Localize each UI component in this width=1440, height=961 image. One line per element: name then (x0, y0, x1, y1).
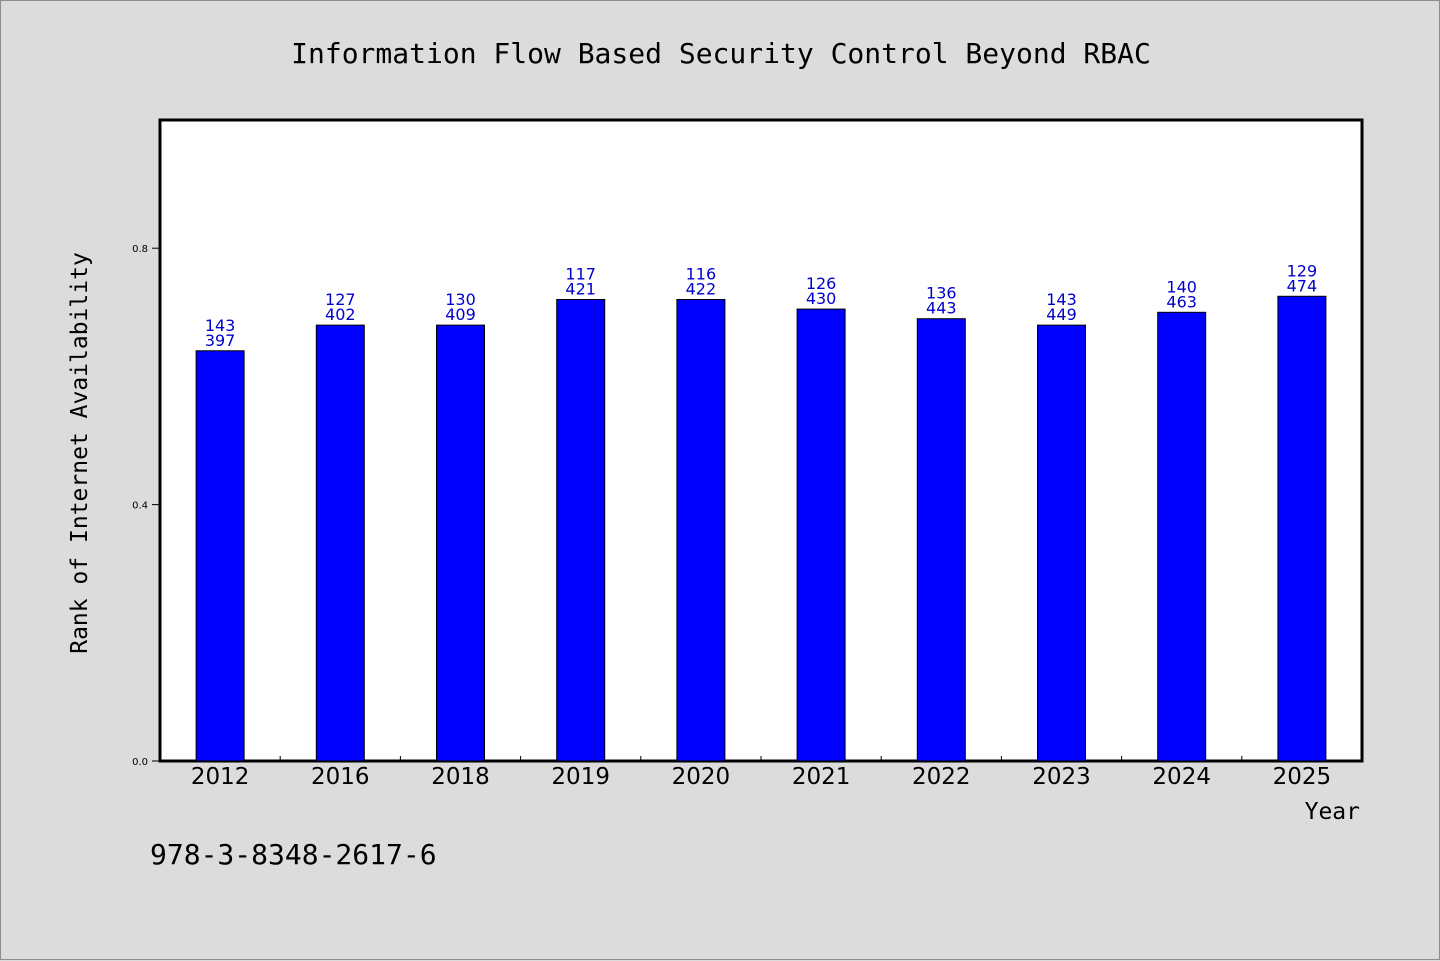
y-axis-label: Rank of Internet Availability (67, 252, 93, 654)
bar-2012 (195, 350, 245, 762)
y-tick-label-0.4: 0.4 (132, 501, 148, 512)
bar-label-bottom-2025: 474 (1287, 276, 1318, 295)
bar-2018 (436, 324, 485, 762)
x-tick-label-2024: 2024 (1152, 764, 1211, 790)
bar-label-top-2020: 116 (686, 264, 717, 283)
x-tick-label-2016: 2016 (311, 764, 370, 790)
bar-label-top-2025: 129 (1287, 261, 1318, 280)
x-axis: 2012 2016 2018 2019 2020 2021 2022 2023 2024 2025 (191, 756, 1331, 790)
y-tick-label-0.8: 0.8 (132, 244, 148, 255)
x-tick-label-2025: 2025 (1273, 764, 1332, 790)
chart-title: Information Flow Based Security Control … (291, 37, 1151, 70)
bar-label-top-2019: 117 (565, 264, 596, 283)
isbn-annotation: 978-3-8348-2617-6 (150, 838, 437, 871)
bar-2016 (315, 324, 365, 762)
bar-label-bottom-2016: 402 (325, 305, 356, 324)
bar-label-top-2012: 143 (205, 316, 236, 335)
y-tick-label-0.0: 0.0 (132, 757, 148, 768)
bar-label-bottom-2023: 449 (1046, 305, 1077, 324)
x-tick-label-2012: 2012 (191, 764, 250, 790)
bar-2021 (796, 308, 846, 762)
bar-label-bottom-2020: 422 (686, 279, 717, 298)
bar-2019 (556, 298, 606, 762)
bar-label-bottom-2021: 430 (806, 289, 837, 308)
bar-label-top-2021: 126 (806, 274, 837, 293)
bar-2025 (1277, 295, 1327, 762)
x-tick-label-2021: 2021 (792, 764, 851, 790)
x-tick-label-2019: 2019 (551, 764, 610, 790)
bar-label-top-2016: 127 (325, 290, 356, 309)
x-tick-label-2023: 2023 (1032, 764, 1091, 790)
bar-2024 (1157, 311, 1207, 762)
bar-label-top-2024: 140 (1166, 277, 1197, 296)
bar-label-bottom-2012: 397 (205, 331, 236, 350)
bar-label-bottom-2018: 409 (445, 305, 476, 324)
bar-2020 (676, 298, 726, 762)
bar-2023 (1037, 324, 1086, 762)
bar-2022 (916, 318, 966, 762)
x-tick-label-2018: 2018 (431, 764, 490, 790)
bar-label-top-2023: 143 (1046, 290, 1077, 309)
bar-label-bottom-2019: 421 (565, 279, 596, 298)
x-axis-label: Year (1305, 799, 1360, 825)
x-tick-label-2020: 2020 (672, 764, 731, 790)
x-tick-label-2022: 2022 (912, 764, 971, 790)
bar-label-bottom-2022: 443 (926, 299, 957, 318)
bar-label-top-2022: 136 (926, 284, 957, 303)
y-axis: 0.0 0.4 0.8 (132, 244, 160, 768)
bar-label-bottom-2024: 463 (1166, 292, 1197, 311)
bar-label-top-2018: 130 (445, 290, 476, 309)
